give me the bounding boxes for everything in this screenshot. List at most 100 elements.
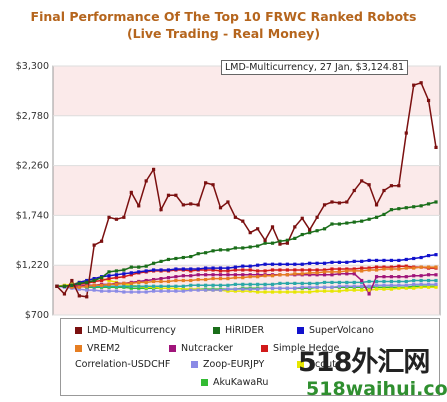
data-point-supervolcano[interactable] xyxy=(152,268,156,272)
data-point-correlation-usdchf[interactable] xyxy=(374,279,379,284)
data-point-zoop-eurjpy[interactable] xyxy=(144,290,148,294)
data-point-scout[interactable] xyxy=(248,289,252,293)
data-point-akukawaru[interactable] xyxy=(382,285,386,289)
data-point-lmd-multicurrency[interactable] xyxy=(144,179,148,183)
data-point-simple-hedge[interactable] xyxy=(337,267,341,271)
data-point-nutcracker[interactable] xyxy=(308,273,312,277)
data-point-hirider[interactable] xyxy=(114,269,119,273)
data-point-lmd-multicurrency[interactable] xyxy=(293,225,297,229)
data-point-correlation-usdchf[interactable] xyxy=(352,280,356,285)
data-point-correlation-usdchf[interactable] xyxy=(174,284,178,288)
data-point-correlation-usdchf[interactable] xyxy=(337,280,341,285)
data-point-vrem2[interactable] xyxy=(360,269,364,273)
data-point-lmd-multicurrency[interactable] xyxy=(99,239,104,243)
data-point-zoop-eurjpy[interactable] xyxy=(345,284,349,288)
data-point-nutcracker[interactable] xyxy=(241,273,245,277)
data-point-zoop-eurjpy[interactable] xyxy=(426,282,431,286)
data-point-lmd-multicurrency[interactable] xyxy=(285,241,289,245)
data-point-scout[interactable] xyxy=(389,287,394,291)
data-point-supervolcano[interactable] xyxy=(114,273,119,277)
series-line-correlation-usdchf[interactable] xyxy=(57,279,436,288)
data-point-scout[interactable] xyxy=(345,288,349,292)
data-point-zoop-eurjpy[interactable] xyxy=(404,283,408,287)
data-point-hirider[interactable] xyxy=(181,255,185,260)
data-point-simple-hedge[interactable] xyxy=(330,267,334,271)
data-point-correlation-usdchf[interactable] xyxy=(122,284,126,288)
data-point-vrem2[interactable] xyxy=(404,266,408,270)
data-point-vrem2[interactable] xyxy=(181,278,185,283)
data-point-correlation-usdchf[interactable] xyxy=(315,281,319,285)
data-point-vrem2[interactable] xyxy=(382,267,386,271)
data-point-scout[interactable] xyxy=(360,288,364,292)
data-point-vrem2[interactable] xyxy=(166,279,171,284)
data-point-correlation-usdchf[interactable] xyxy=(330,280,334,285)
data-point-lmd-multicurrency[interactable] xyxy=(55,284,59,288)
data-point-hirider[interactable] xyxy=(352,220,356,224)
data-point-vrem2[interactable] xyxy=(315,271,319,275)
data-point-correlation-usdchf[interactable] xyxy=(419,278,423,283)
data-point-lmd-multicurrency[interactable] xyxy=(345,200,349,204)
data-point-hirider[interactable] xyxy=(166,257,171,262)
data-point-lmd-multicurrency[interactable] xyxy=(218,206,223,210)
data-point-correlation-usdchf[interactable] xyxy=(263,282,267,286)
data-point-lmd-multicurrency[interactable] xyxy=(233,215,237,219)
data-point-lmd-multicurrency[interactable] xyxy=(270,225,275,229)
data-point-vrem2[interactable] xyxy=(389,267,394,271)
data-point-nutcracker[interactable] xyxy=(374,275,379,279)
data-point-simple-hedge[interactable] xyxy=(241,268,245,272)
data-point-hirider[interactable] xyxy=(419,204,423,208)
data-point-vrem2[interactable] xyxy=(374,268,379,272)
data-point-supervolcano[interactable] xyxy=(137,270,141,274)
data-point-hirider[interactable] xyxy=(293,236,297,240)
data-point-supervolcano[interactable] xyxy=(92,277,96,281)
data-point-hirider[interactable] xyxy=(211,249,215,253)
data-point-hirider[interactable] xyxy=(397,207,401,211)
data-point-lmd-multicurrency[interactable] xyxy=(404,131,408,135)
data-point-hirider[interactable] xyxy=(144,264,148,268)
data-point-simple-hedge[interactable] xyxy=(226,269,230,273)
data-point-zoop-eurjpy[interactable] xyxy=(389,283,394,287)
data-point-correlation-usdchf[interactable] xyxy=(248,282,252,286)
data-point-supervolcano[interactable] xyxy=(256,263,260,267)
data-point-vrem2[interactable] xyxy=(322,270,327,274)
data-point-lmd-multicurrency[interactable] xyxy=(308,228,312,232)
data-point-supervolcano[interactable] xyxy=(189,267,193,271)
data-point-scout[interactable] xyxy=(412,286,416,290)
data-point-scout[interactable] xyxy=(226,289,230,293)
data-point-nutcracker[interactable] xyxy=(152,277,156,282)
data-point-zoop-eurjpy[interactable] xyxy=(367,284,371,288)
data-point-lmd-multicurrency[interactable] xyxy=(382,188,386,193)
data-point-scout[interactable] xyxy=(330,289,334,293)
data-point-scout[interactable] xyxy=(426,285,431,289)
data-point-lmd-multicurrency[interactable] xyxy=(352,188,356,193)
data-point-lmd-multicurrency[interactable] xyxy=(434,145,438,150)
data-point-vrem2[interactable] xyxy=(204,277,208,282)
data-point-zoop-eurjpy[interactable] xyxy=(159,289,163,293)
data-point-vrem2[interactable] xyxy=(285,273,289,277)
data-point-correlation-usdchf[interactable] xyxy=(129,284,133,288)
data-point-lmd-multicurrency[interactable] xyxy=(337,201,341,205)
data-point-supervolcano[interactable] xyxy=(337,260,341,264)
data-point-correlation-usdchf[interactable] xyxy=(397,279,401,284)
data-point-vrem2[interactable] xyxy=(129,281,133,285)
data-point-vrem2[interactable] xyxy=(211,277,215,281)
data-point-nutcracker[interactable] xyxy=(389,275,394,279)
data-point-correlation-usdchf[interactable] xyxy=(322,280,327,285)
data-point-lmd-multicurrency[interactable] xyxy=(374,203,379,207)
data-point-lmd-multicurrency[interactable] xyxy=(92,243,96,247)
data-point-nutcracker[interactable] xyxy=(196,273,200,277)
data-point-lmd-multicurrency[interactable] xyxy=(241,219,245,223)
data-point-zoop-eurjpy[interactable] xyxy=(137,290,141,294)
data-point-nutcracker[interactable] xyxy=(360,278,364,283)
data-point-correlation-usdchf[interactable] xyxy=(159,284,163,288)
data-point-lmd-multicurrency[interactable] xyxy=(426,98,431,103)
data-point-hirider[interactable] xyxy=(204,251,208,255)
data-point-vrem2[interactable] xyxy=(226,277,230,281)
data-point-nutcracker[interactable] xyxy=(256,273,260,277)
data-point-correlation-usdchf[interactable] xyxy=(144,284,148,288)
data-point-vrem2[interactable] xyxy=(426,265,431,269)
data-point-hirider[interactable] xyxy=(270,241,275,245)
data-point-simple-hedge[interactable] xyxy=(404,264,408,268)
data-point-zoop-eurjpy[interactable] xyxy=(218,288,223,292)
data-point-lmd-multicurrency[interactable] xyxy=(315,215,319,219)
